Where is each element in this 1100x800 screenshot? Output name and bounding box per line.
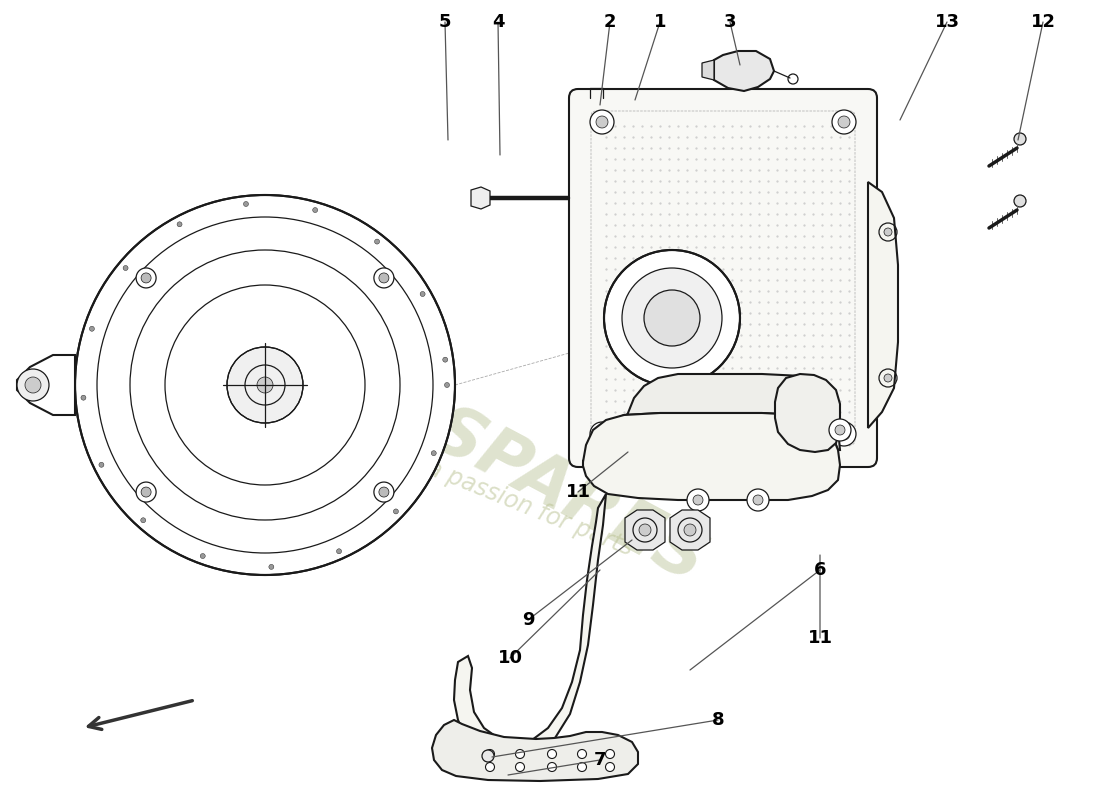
Circle shape [590,422,614,446]
Polygon shape [868,182,898,428]
Circle shape [141,518,145,522]
Polygon shape [776,374,840,452]
Text: 3: 3 [724,13,736,31]
Polygon shape [583,413,840,500]
Text: 1: 1 [653,13,667,31]
Polygon shape [714,51,774,91]
Circle shape [578,762,586,771]
Circle shape [754,495,763,505]
Circle shape [89,326,95,331]
Polygon shape [16,355,75,415]
Circle shape [141,487,151,497]
Text: 10: 10 [497,649,522,667]
Circle shape [25,377,41,393]
Circle shape [268,564,274,570]
Text: a passion for parts: a passion for parts [424,455,637,561]
Circle shape [374,482,394,502]
Circle shape [604,250,740,386]
Circle shape [123,266,128,270]
Circle shape [444,382,450,387]
Circle shape [621,268,722,368]
Text: 11: 11 [565,483,591,501]
Text: 6: 6 [814,561,826,579]
Text: 11: 11 [807,629,833,647]
Circle shape [420,291,425,297]
Circle shape [644,290,700,346]
Circle shape [257,377,273,393]
Circle shape [605,750,615,758]
Circle shape [136,482,156,502]
Text: 4: 4 [492,13,504,31]
Polygon shape [583,374,840,462]
Text: 13: 13 [935,13,959,31]
Circle shape [485,762,495,771]
Circle shape [243,202,249,206]
Circle shape [485,750,495,758]
Circle shape [177,222,183,227]
Text: euroSPARES: euroSPARES [263,314,717,597]
Polygon shape [432,720,638,781]
Circle shape [605,762,615,771]
Circle shape [16,369,50,401]
Circle shape [829,419,851,441]
Circle shape [442,357,448,362]
Circle shape [136,268,156,288]
Text: 9: 9 [521,611,535,629]
Circle shape [832,422,856,446]
Circle shape [516,762,525,771]
Circle shape [693,495,703,505]
Circle shape [884,228,892,236]
Circle shape [516,750,525,758]
Circle shape [75,195,455,575]
Circle shape [312,207,318,213]
Circle shape [596,428,608,440]
Circle shape [99,462,103,467]
Text: 12: 12 [1031,13,1056,31]
Circle shape [81,395,86,400]
Circle shape [835,425,845,435]
Polygon shape [670,510,710,550]
Circle shape [838,428,850,440]
Circle shape [747,489,769,511]
Circle shape [548,762,557,771]
Polygon shape [702,60,714,80]
FancyArrowPatch shape [88,701,192,730]
Circle shape [548,750,557,758]
Text: 8: 8 [712,711,724,729]
Polygon shape [454,494,606,759]
Circle shape [639,524,651,536]
Circle shape [684,524,696,536]
Circle shape [431,450,437,456]
Circle shape [337,549,341,554]
Circle shape [884,374,892,382]
Circle shape [378,273,389,283]
Circle shape [375,239,379,244]
Circle shape [838,116,850,128]
Circle shape [590,110,614,134]
Text: 5: 5 [439,13,451,31]
Circle shape [578,750,586,758]
Circle shape [832,110,856,134]
Text: 2: 2 [604,13,616,31]
Text: 7: 7 [594,751,606,769]
Circle shape [378,487,389,497]
Circle shape [374,268,394,288]
Polygon shape [625,510,666,550]
Circle shape [688,489,710,511]
Circle shape [1014,195,1026,207]
Circle shape [227,347,302,423]
Circle shape [394,509,398,514]
Polygon shape [471,187,490,209]
FancyBboxPatch shape [569,89,877,467]
Circle shape [482,750,494,762]
Circle shape [141,273,151,283]
Circle shape [200,554,206,558]
Circle shape [596,116,608,128]
Circle shape [1014,133,1026,145]
